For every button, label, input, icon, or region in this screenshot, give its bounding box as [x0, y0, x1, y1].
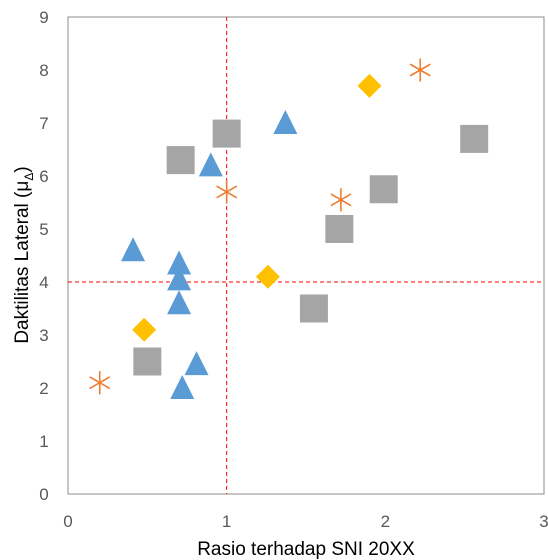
star-point — [330, 188, 352, 212]
y-axis-title: Daktilitas Lateral (μΔ) — [12, 166, 36, 343]
triangle-point — [273, 110, 298, 134]
x-axis-title: Rasio terhadap SNI 20XX — [197, 539, 415, 560]
triangle-point — [167, 266, 192, 291]
square-point — [212, 119, 241, 148]
diamond-point — [255, 264, 280, 289]
star-point — [409, 58, 431, 82]
square-point — [325, 215, 354, 243]
reference-lines — [68, 17, 544, 494]
y-axis-ticks: 0 1 2 3 4 5 6 7 8 9 — [39, 8, 48, 504]
y-tick-label: 4 — [39, 273, 48, 292]
square-point — [133, 347, 162, 376]
diamond-point — [132, 317, 157, 342]
x-axis-ticks: 0 1 2 3 — [63, 512, 548, 531]
y-tick-label: 2 — [39, 379, 48, 398]
x-tick-label: 3 — [539, 512, 548, 531]
y-tick-label: 8 — [39, 61, 48, 80]
y-axis-title-end: ) — [12, 166, 33, 172]
square-point — [299, 294, 328, 323]
x-tick-label: 0 — [63, 512, 72, 531]
y-tick-label: 1 — [39, 432, 48, 451]
triangle-point — [167, 290, 192, 315]
diamond-point — [357, 73, 382, 98]
star-point — [89, 370, 111, 395]
y-tick-label: 7 — [39, 114, 48, 133]
square-point — [369, 175, 398, 204]
x-tick-label: 1 — [222, 512, 231, 531]
plot-area-border — [67, 16, 545, 495]
triangle-point — [167, 250, 192, 275]
y-tick-label: 5 — [39, 220, 48, 239]
triangle-point — [121, 237, 146, 262]
y-tick-label: 3 — [39, 326, 48, 345]
star-point — [216, 180, 237, 204]
triangle-point — [170, 375, 195, 399]
y-tick-label: 6 — [39, 167, 48, 186]
y-tick-label: 9 — [39, 8, 48, 27]
square-point — [460, 124, 489, 153]
triangle-point — [184, 351, 209, 376]
data-points — [89, 58, 489, 399]
y-axis-title-main: Daktilitas Lateral (μ — [12, 181, 33, 344]
triangle-point — [198, 152, 223, 177]
y-tick-label: 0 — [39, 485, 48, 504]
y-axis-title-subscript: Δ — [22, 173, 36, 181]
square-point — [166, 146, 195, 175]
x-tick-label: 2 — [381, 512, 390, 531]
